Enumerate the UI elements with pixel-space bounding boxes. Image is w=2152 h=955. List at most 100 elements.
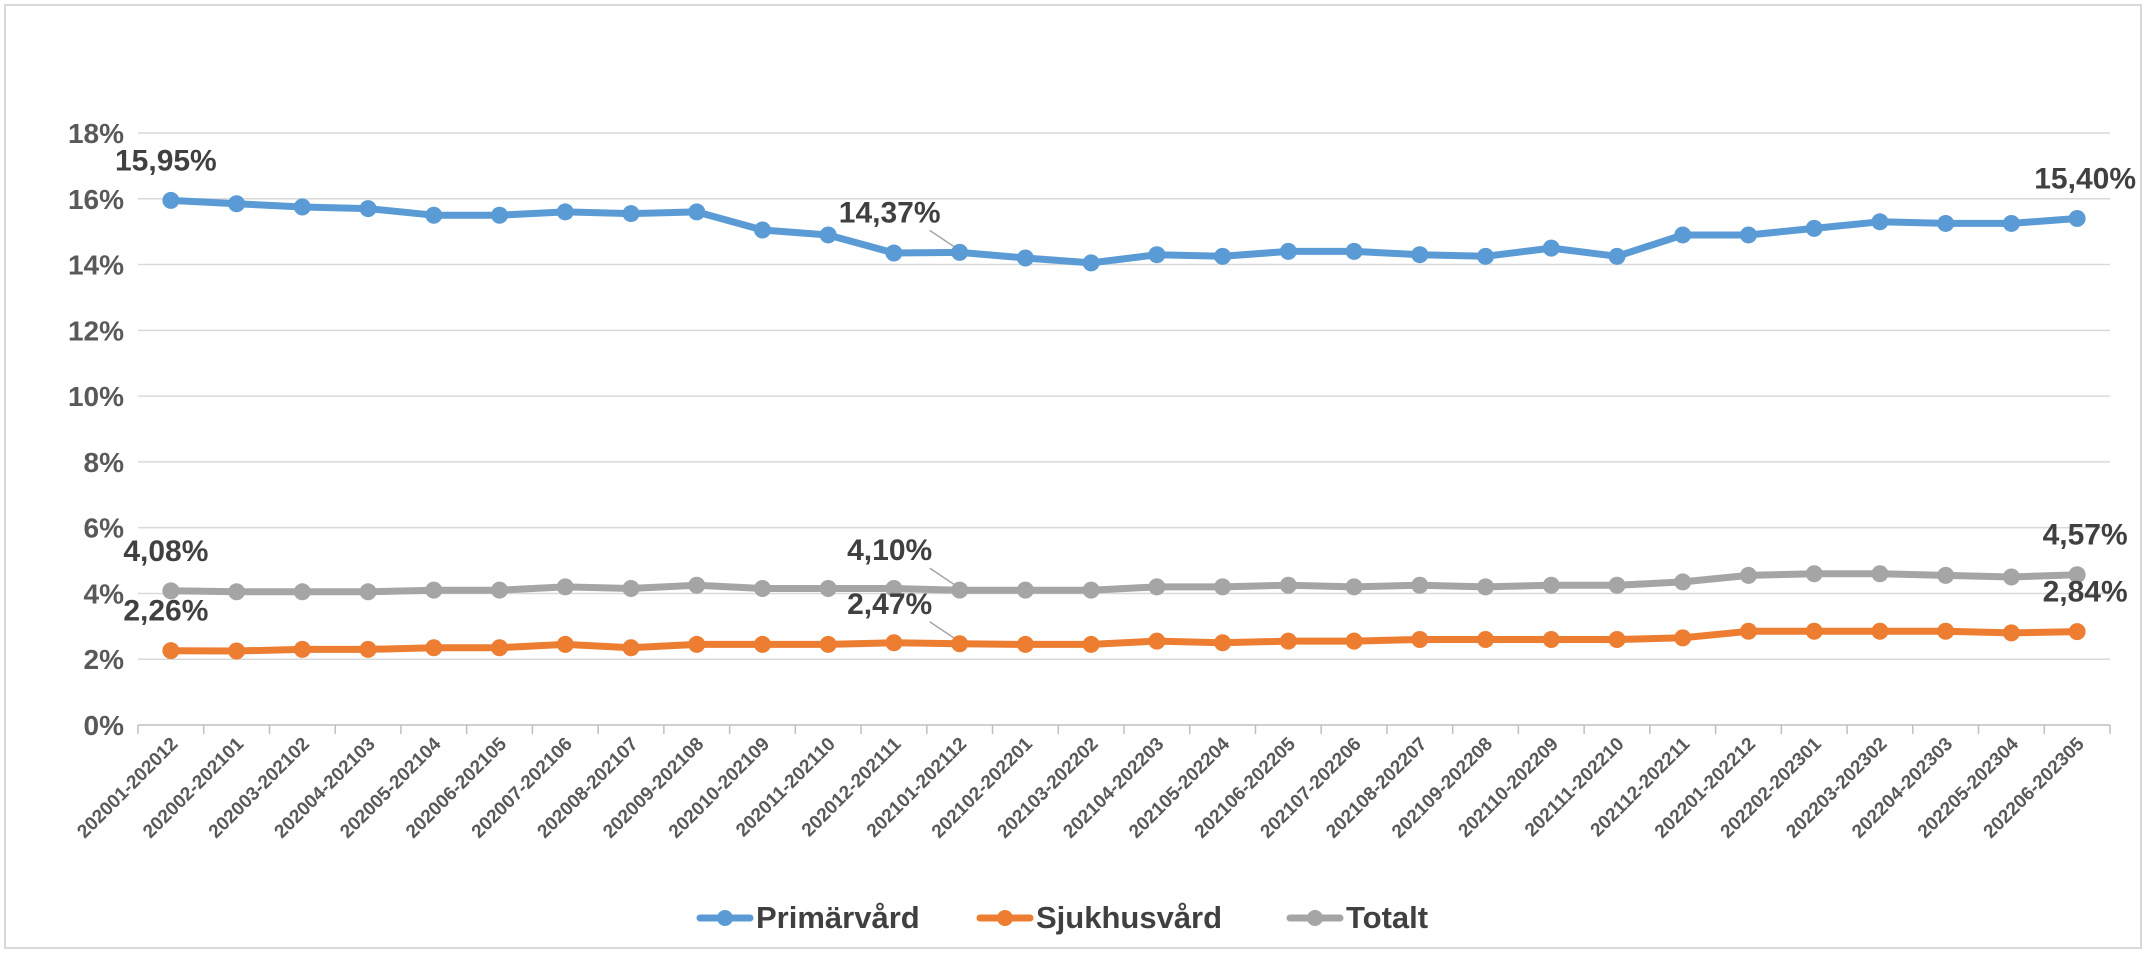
data-point [1739,226,1757,244]
data-point [1937,566,1955,584]
data-point [1411,576,1429,594]
data-label: 15,40% [2034,163,2136,196]
data-point [1148,246,1166,264]
data-point [556,635,574,653]
legend-entry: Totalt [1346,900,1428,935]
data-point [1148,578,1166,596]
y-tick-label: 0% [84,710,125,741]
data-point [1345,242,1363,260]
data-point [819,580,837,598]
data-point [951,243,969,261]
data-point [1542,576,1560,594]
data-label: 15,95% [115,144,217,177]
leader-line [929,229,955,248]
data-point [1016,249,1034,267]
data-point [688,203,706,221]
data-point [1739,622,1757,640]
legend-swatch-marker [1307,910,1323,926]
data-point [951,581,969,599]
data-point [491,581,509,599]
data-label: 4,57% [2043,519,2128,552]
data-point [1148,632,1166,650]
data-point [1674,629,1692,647]
y-tick-label: 16% [68,184,124,215]
y-tick-label: 8% [84,447,125,478]
data-point [1608,576,1626,594]
data-point [359,583,377,601]
data-point [359,640,377,658]
data-point [885,634,903,652]
data-point [622,639,640,657]
y-axis: 0% 2% 4% 6% 8% 10% 12% 14% 16% 18% [68,118,124,741]
data-point [1016,581,1034,599]
data-point [2068,566,2086,584]
y-tick-label: 10% [68,381,124,412]
data-label: 14,37% [839,196,941,229]
data-point [1674,226,1692,244]
data-point [2002,568,2020,586]
y-tick-label: 6% [84,513,125,544]
data-point [622,205,640,223]
data-point [1016,635,1034,653]
data-point [491,639,509,657]
data-point [1608,630,1626,648]
data-point [425,581,443,599]
data-label: 4,10% [847,534,932,567]
data-point [556,203,574,221]
data-point [162,191,180,209]
legend: Primärvård Sjukhusvård Totalt [696,900,1428,935]
data-point [1805,219,1823,237]
data-point [1082,581,1100,599]
data-point [1411,630,1429,648]
legend-swatch-marker [717,910,733,926]
data-point [228,195,246,213]
data-point [1082,254,1100,272]
data-point [885,580,903,598]
data-point [1214,247,1232,265]
data-point [2002,624,2020,642]
data-point [1279,632,1297,650]
data-point [2002,214,2020,232]
data-point [1214,634,1232,652]
legend-entry: Sjukhusvård [1036,900,1222,935]
data-point [425,206,443,224]
data-label: 4,08% [123,535,208,568]
y-tick-label: 2% [84,644,125,675]
data-point [1805,622,1823,640]
data-point [1214,578,1232,596]
data-point [1477,630,1495,648]
data-point [1674,573,1692,591]
data-point [162,642,180,660]
data-point [2068,210,2086,228]
data-point [1345,578,1363,596]
data-point [228,642,246,660]
y-tick-label: 14% [68,250,124,281]
data-point [1542,239,1560,257]
data-point [885,244,903,262]
data-point [951,635,969,653]
series-line-1 [167,627,2081,655]
data-point [1477,247,1495,265]
data-point [1411,246,1429,264]
data-point [753,635,771,653]
data-point [228,583,246,601]
series-line-0 [167,196,2081,267]
data-point [1871,565,1889,583]
series-line-2 [167,570,2081,596]
data-point [2068,623,2086,641]
data-point [1608,247,1626,265]
data-point [1805,565,1823,583]
legend-swatch-marker [997,910,1013,926]
data-point [753,221,771,239]
y-tick-label: 18% [68,118,124,149]
data-point [1542,630,1560,648]
data-point [1082,635,1100,653]
data-point [1345,632,1363,650]
data-point [556,578,574,596]
data-point [688,576,706,594]
data-point [688,635,706,653]
data-point [293,198,311,216]
y-tick-label: 12% [68,315,124,346]
data-point [293,640,311,658]
